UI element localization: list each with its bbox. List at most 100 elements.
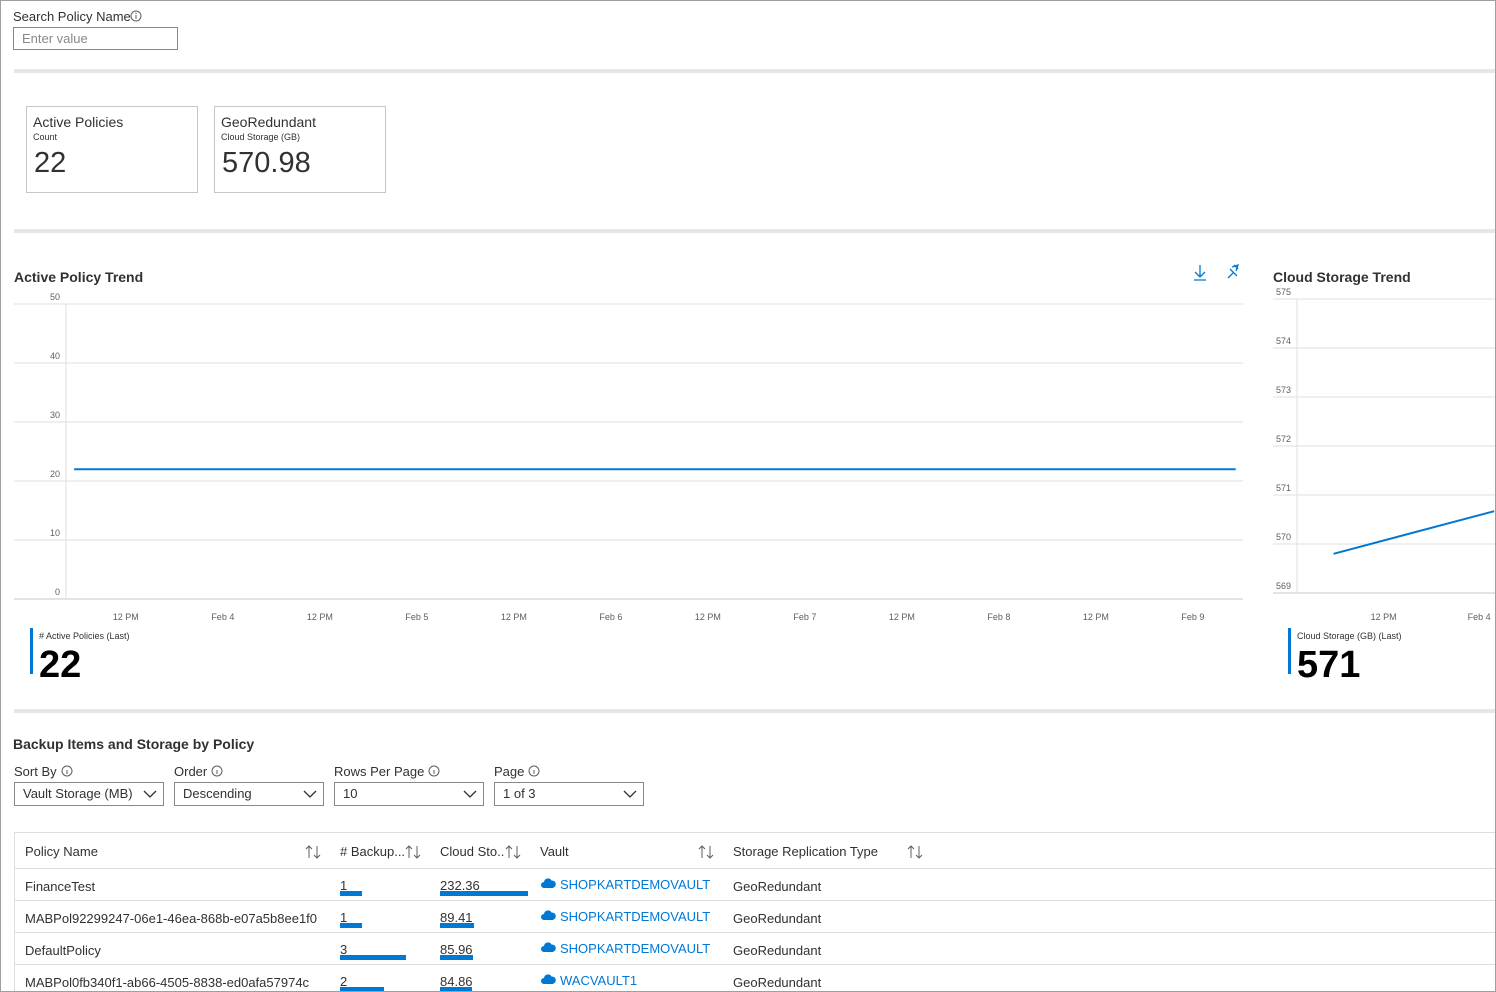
x-tick-label: Feb 4 bbox=[1468, 612, 1491, 622]
column-header[interactable]: # Backup... bbox=[340, 844, 406, 859]
filter-label: Order bbox=[174, 764, 208, 779]
tile-subtitle: Count bbox=[33, 132, 58, 142]
vault-link[interactable]: SHOPKARTDEMOVAULT bbox=[560, 941, 711, 956]
table: Policy Name # Backup... Cloud Sto.. Vault St… bbox=[14, 832, 1495, 991]
sort-icon[interactable] bbox=[405, 845, 423, 859]
bar bbox=[340, 955, 406, 960]
tile-title: GeoRedundant bbox=[221, 114, 316, 130]
bar bbox=[440, 987, 473, 991]
backup-items: 1 bbox=[340, 910, 348, 925]
dropdown[interactable]: 1 of 3 bbox=[494, 782, 644, 806]
dropdown-value: 10 bbox=[343, 786, 358, 801]
bar bbox=[340, 891, 362, 896]
x-tick-label: 12 PM bbox=[113, 612, 139, 622]
column-header[interactable]: Vault bbox=[540, 844, 569, 859]
column-header[interactable]: Policy Name bbox=[25, 844, 98, 859]
cloud bbox=[541, 910, 556, 920]
info-icon bbox=[130, 10, 142, 22]
pin-icon[interactable] bbox=[1227, 263, 1240, 279]
vault-link[interactable]: SHOPKARTDEMOVAULT bbox=[560, 877, 711, 892]
dropdown[interactable]: Descending bbox=[174, 782, 324, 806]
table-row: FinanceTest 1 232.36 SHOPKARTDEMOVAULT GeoRe… bbox=[15, 869, 1495, 901]
vault-icon bbox=[541, 974, 556, 984]
x-tick-label: Feb 7 bbox=[793, 612, 816, 622]
x-tick-label: 12 PM bbox=[1371, 612, 1397, 622]
y-tick-label: 571 bbox=[1276, 483, 1291, 493]
cloud bbox=[541, 878, 556, 888]
x-tick-label: Feb 8 bbox=[987, 612, 1010, 622]
column-header[interactable]: Cloud Sto.. bbox=[440, 844, 505, 859]
info-icon bbox=[211, 765, 223, 777]
y-tick-label: 570 bbox=[1276, 532, 1291, 542]
search-label: Search Policy Name bbox=[13, 9, 131, 24]
policy-name: MABPol0fb340f1-ab66-4505-8838-ed0afa5797… bbox=[25, 975, 310, 990]
charts: Active Policy Trend 0 10 20 30 40 50 12 PM Feb 4… bbox=[14, 263, 1495, 686]
x-tick-label: Feb 5 bbox=[405, 612, 428, 622]
y-tick-label: 10 bbox=[50, 528, 60, 538]
vault-link[interactable]: WACVAULT1 bbox=[560, 973, 638, 988]
legend-label: Cloud Storage (GB) (Last) bbox=[1297, 631, 1402, 641]
cloud-storage: 85.96 bbox=[440, 942, 473, 957]
sort-icon[interactable] bbox=[907, 845, 925, 859]
vault-icon bbox=[541, 910, 556, 920]
y-tick-label: 50 bbox=[50, 292, 60, 302]
search-input[interactable]: Enter value bbox=[13, 27, 178, 50]
bar bbox=[440, 891, 528, 896]
dropdown-value: Descending bbox=[183, 786, 252, 801]
y-tick-label: 575 bbox=[1276, 287, 1291, 297]
tile-value: 22 bbox=[34, 147, 67, 179]
chevron-path bbox=[143, 790, 157, 798]
replication-type: GeoRedundant bbox=[733, 879, 822, 894]
y-tick-label: 0 bbox=[55, 587, 60, 597]
bar bbox=[340, 987, 384, 991]
download-icon[interactable] bbox=[1194, 265, 1206, 281]
column-header[interactable]: Storage Replication Type bbox=[733, 844, 879, 859]
info-circle bbox=[528, 765, 540, 777]
replication-type: GeoRedundant bbox=[733, 975, 822, 990]
info-circle bbox=[428, 765, 440, 777]
x-tick-label: Feb 9 bbox=[1181, 612, 1204, 622]
chevron-path bbox=[463, 790, 477, 798]
bar bbox=[440, 923, 474, 928]
section-title: Backup Items and Storage by Policy bbox=[13, 736, 255, 752]
sort-arrows bbox=[305, 845, 321, 859]
sort-icon[interactable] bbox=[505, 845, 523, 859]
sort-arrows bbox=[505, 845, 521, 859]
tile-subtitle: Cloud Storage (GB) bbox=[221, 132, 301, 142]
replication-type: GeoRedundant bbox=[733, 943, 822, 958]
dropdown[interactable]: Vault Storage (MB) bbox=[14, 782, 164, 806]
cloud-storage: 84.86 bbox=[440, 974, 473, 989]
tile-title: Active Policies bbox=[33, 114, 124, 130]
dropdown[interactable]: 10 bbox=[334, 782, 484, 806]
backup-items: 1 bbox=[340, 878, 348, 893]
info-circle bbox=[61, 765, 73, 777]
y-tick-label: 30 bbox=[50, 410, 60, 420]
tile-value: 570.98 bbox=[222, 147, 311, 179]
chevron bbox=[303, 790, 317, 798]
y-tick-label: 40 bbox=[50, 351, 60, 361]
table-row: MABPol92299247-06e1-46ea-868b-e07a5b8ee1… bbox=[15, 901, 1495, 933]
x-tick-label: 12 PM bbox=[501, 612, 527, 622]
sort-icon[interactable] bbox=[305, 845, 323, 859]
sort-arrows bbox=[698, 845, 714, 859]
sort-arrows bbox=[405, 845, 421, 859]
y-tick-label: 574 bbox=[1276, 336, 1291, 346]
sort-arrows bbox=[907, 845, 923, 859]
header-row: Policy Name # Backup... Cloud Sto.. Vault St… bbox=[15, 833, 1495, 869]
x-tick-label: 12 PM bbox=[1083, 612, 1109, 622]
y-tick-label: 572 bbox=[1276, 434, 1291, 444]
bar bbox=[440, 955, 473, 960]
chevron bbox=[623, 790, 637, 798]
legend-label: # Active Policies (Last) bbox=[39, 631, 130, 641]
sort-icon[interactable] bbox=[698, 845, 716, 859]
x-tick-label: 12 PM bbox=[889, 612, 915, 622]
dropdown-value: 1 of 3 bbox=[503, 786, 536, 801]
x-tick-label: Feb 4 bbox=[211, 612, 234, 622]
backup-items: 2 bbox=[340, 974, 348, 989]
vault-link[interactable]: SHOPKARTDEMOVAULT bbox=[560, 909, 711, 924]
backup-items: 3 bbox=[340, 942, 348, 957]
chevron-path bbox=[623, 790, 637, 798]
tile: Active Policies Count 22 bbox=[26, 106, 198, 193]
filter-label: Sort By bbox=[14, 764, 57, 779]
